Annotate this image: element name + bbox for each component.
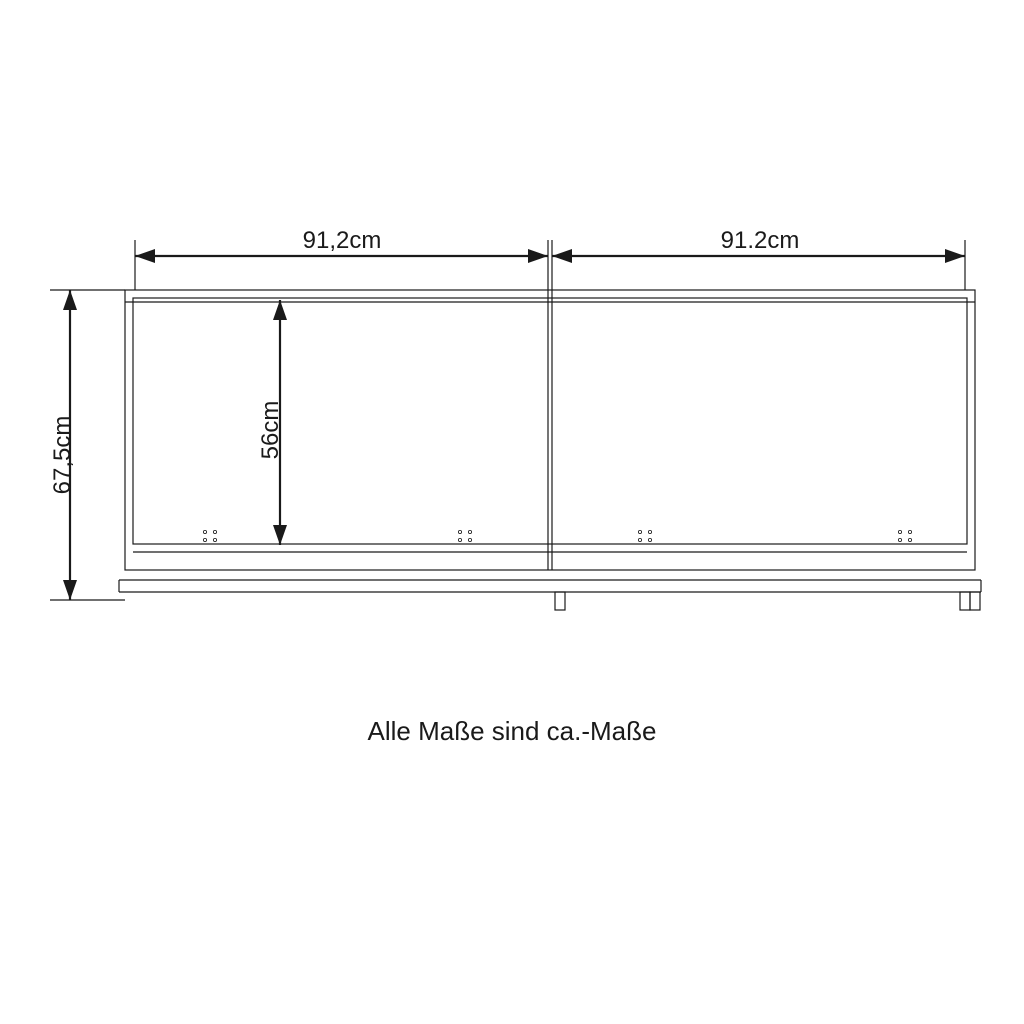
dim-top-left-label: 91,2cm [303,227,382,254]
dim-outer-height-label: 67,5cm [49,416,76,495]
caption: Alle Maße sind ca.-Maße [368,716,657,746]
dim-top-right-label: 91.2cm [721,227,800,254]
dim-inner-height-label: 56cm [257,401,284,460]
